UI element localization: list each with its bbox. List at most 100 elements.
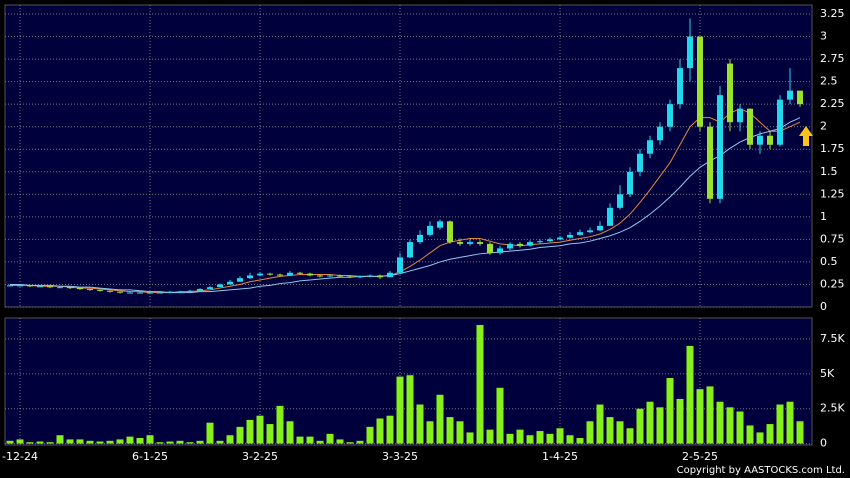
candle-body — [7, 285, 13, 287]
volume-bar — [346, 442, 354, 444]
signal-arrow — [799, 126, 813, 146]
volume-bar — [386, 415, 394, 444]
candle-body — [197, 288, 203, 291]
volume-bar — [566, 435, 574, 444]
volume-bar — [526, 435, 534, 444]
volume-bar — [96, 441, 104, 444]
volume-bar — [436, 394, 444, 444]
candle-body — [117, 291, 123, 293]
volume-bar — [326, 433, 334, 444]
y-tick-label: 2.75 — [820, 52, 845, 65]
candle-body — [667, 104, 673, 127]
candle-body — [737, 108, 743, 123]
candle-body — [97, 289, 103, 291]
volume-bar — [706, 386, 714, 444]
candle-body — [297, 272, 303, 274]
volume-bar — [696, 389, 704, 444]
candle-body — [127, 292, 133, 294]
candle-body — [87, 288, 93, 290]
candle-body — [727, 63, 733, 123]
candle-body — [587, 230, 593, 233]
candle-body — [687, 36, 693, 69]
volume-bar — [196, 440, 204, 444]
y-tick-label: 0 — [820, 437, 827, 450]
y-tick-label: 1.25 — [820, 187, 845, 200]
volume-bar — [536, 431, 544, 444]
volume-bar — [616, 421, 624, 444]
candle-body — [307, 273, 313, 276]
y-tick-label: 0.75 — [820, 232, 845, 245]
candle-body — [27, 285, 33, 287]
volume-bar — [306, 436, 314, 444]
volume-bar — [246, 419, 254, 444]
volume-bar — [456, 421, 464, 444]
volume-bar — [156, 442, 164, 444]
volume-bar — [26, 442, 34, 444]
candle-body — [387, 272, 393, 278]
y-tick-label: 1 — [820, 210, 827, 223]
candle-body — [797, 90, 803, 105]
volume-bar — [6, 440, 14, 444]
volume-bar — [476, 324, 484, 444]
volume-bar — [16, 439, 24, 444]
volume-bar — [106, 440, 114, 444]
candle-body — [467, 242, 473, 244]
volume-bar — [596, 404, 604, 444]
candle-body — [207, 287, 213, 289]
volume-bar — [486, 429, 494, 444]
volume-bar — [466, 432, 474, 444]
volume-bar — [736, 411, 744, 444]
volume-bar — [396, 376, 404, 444]
candle-body — [407, 242, 413, 258]
volume-bar — [796, 421, 804, 444]
candle-body — [217, 284, 223, 288]
volume-bar — [636, 408, 644, 444]
candle-body — [657, 126, 663, 141]
y-tick-label: 2.25 — [820, 97, 845, 110]
volume-bar — [206, 422, 214, 444]
candle-body — [777, 99, 783, 145]
volume-bar — [216, 440, 224, 444]
volume-bar — [766, 424, 774, 444]
candle-body — [437, 221, 443, 228]
candle-body — [497, 248, 503, 253]
candle-body — [377, 275, 383, 278]
candle-body — [427, 225, 433, 235]
candle-body — [367, 275, 373, 277]
candle-body — [447, 221, 453, 243]
volume-bar — [416, 404, 424, 444]
candle-body — [767, 135, 773, 145]
volume-bar — [586, 421, 594, 444]
copyright: Copyright by AASTOCKS.com Ltd. — [677, 465, 845, 476]
candle-body — [747, 108, 753, 145]
candle-body — [787, 90, 793, 100]
x-tick-label: 3-2-25 — [242, 450, 278, 463]
volume-bar — [666, 378, 674, 444]
volume-bar — [186, 442, 194, 444]
candle-body — [537, 241, 543, 243]
candle-body — [597, 225, 603, 231]
candle-body — [487, 243, 493, 253]
volume-bar — [546, 433, 554, 444]
y-tick-label: 3.25 — [820, 7, 845, 20]
y-tick-label: 7.5K — [820, 332, 845, 345]
moving-average-line — [10, 108, 801, 294]
candle-body — [147, 292, 153, 294]
volume-bar — [756, 432, 764, 444]
candle-body — [417, 234, 423, 243]
volume-bar — [496, 387, 504, 444]
y-tick-label: 0.25 — [820, 277, 845, 290]
candle-body — [277, 274, 283, 276]
candle-body — [287, 272, 293, 276]
x-tick-label: 6-1-25 — [132, 450, 168, 463]
candle-body — [627, 171, 633, 195]
y-tick-label: 1.5 — [820, 165, 838, 178]
candle-body — [477, 242, 483, 244]
candle-body — [157, 292, 163, 294]
volume-bar — [296, 436, 304, 444]
volume-bar — [446, 417, 454, 444]
volume-bar — [556, 428, 564, 444]
volume-bar — [286, 421, 294, 444]
candle-body — [397, 257, 403, 273]
candle-body — [167, 291, 173, 293]
